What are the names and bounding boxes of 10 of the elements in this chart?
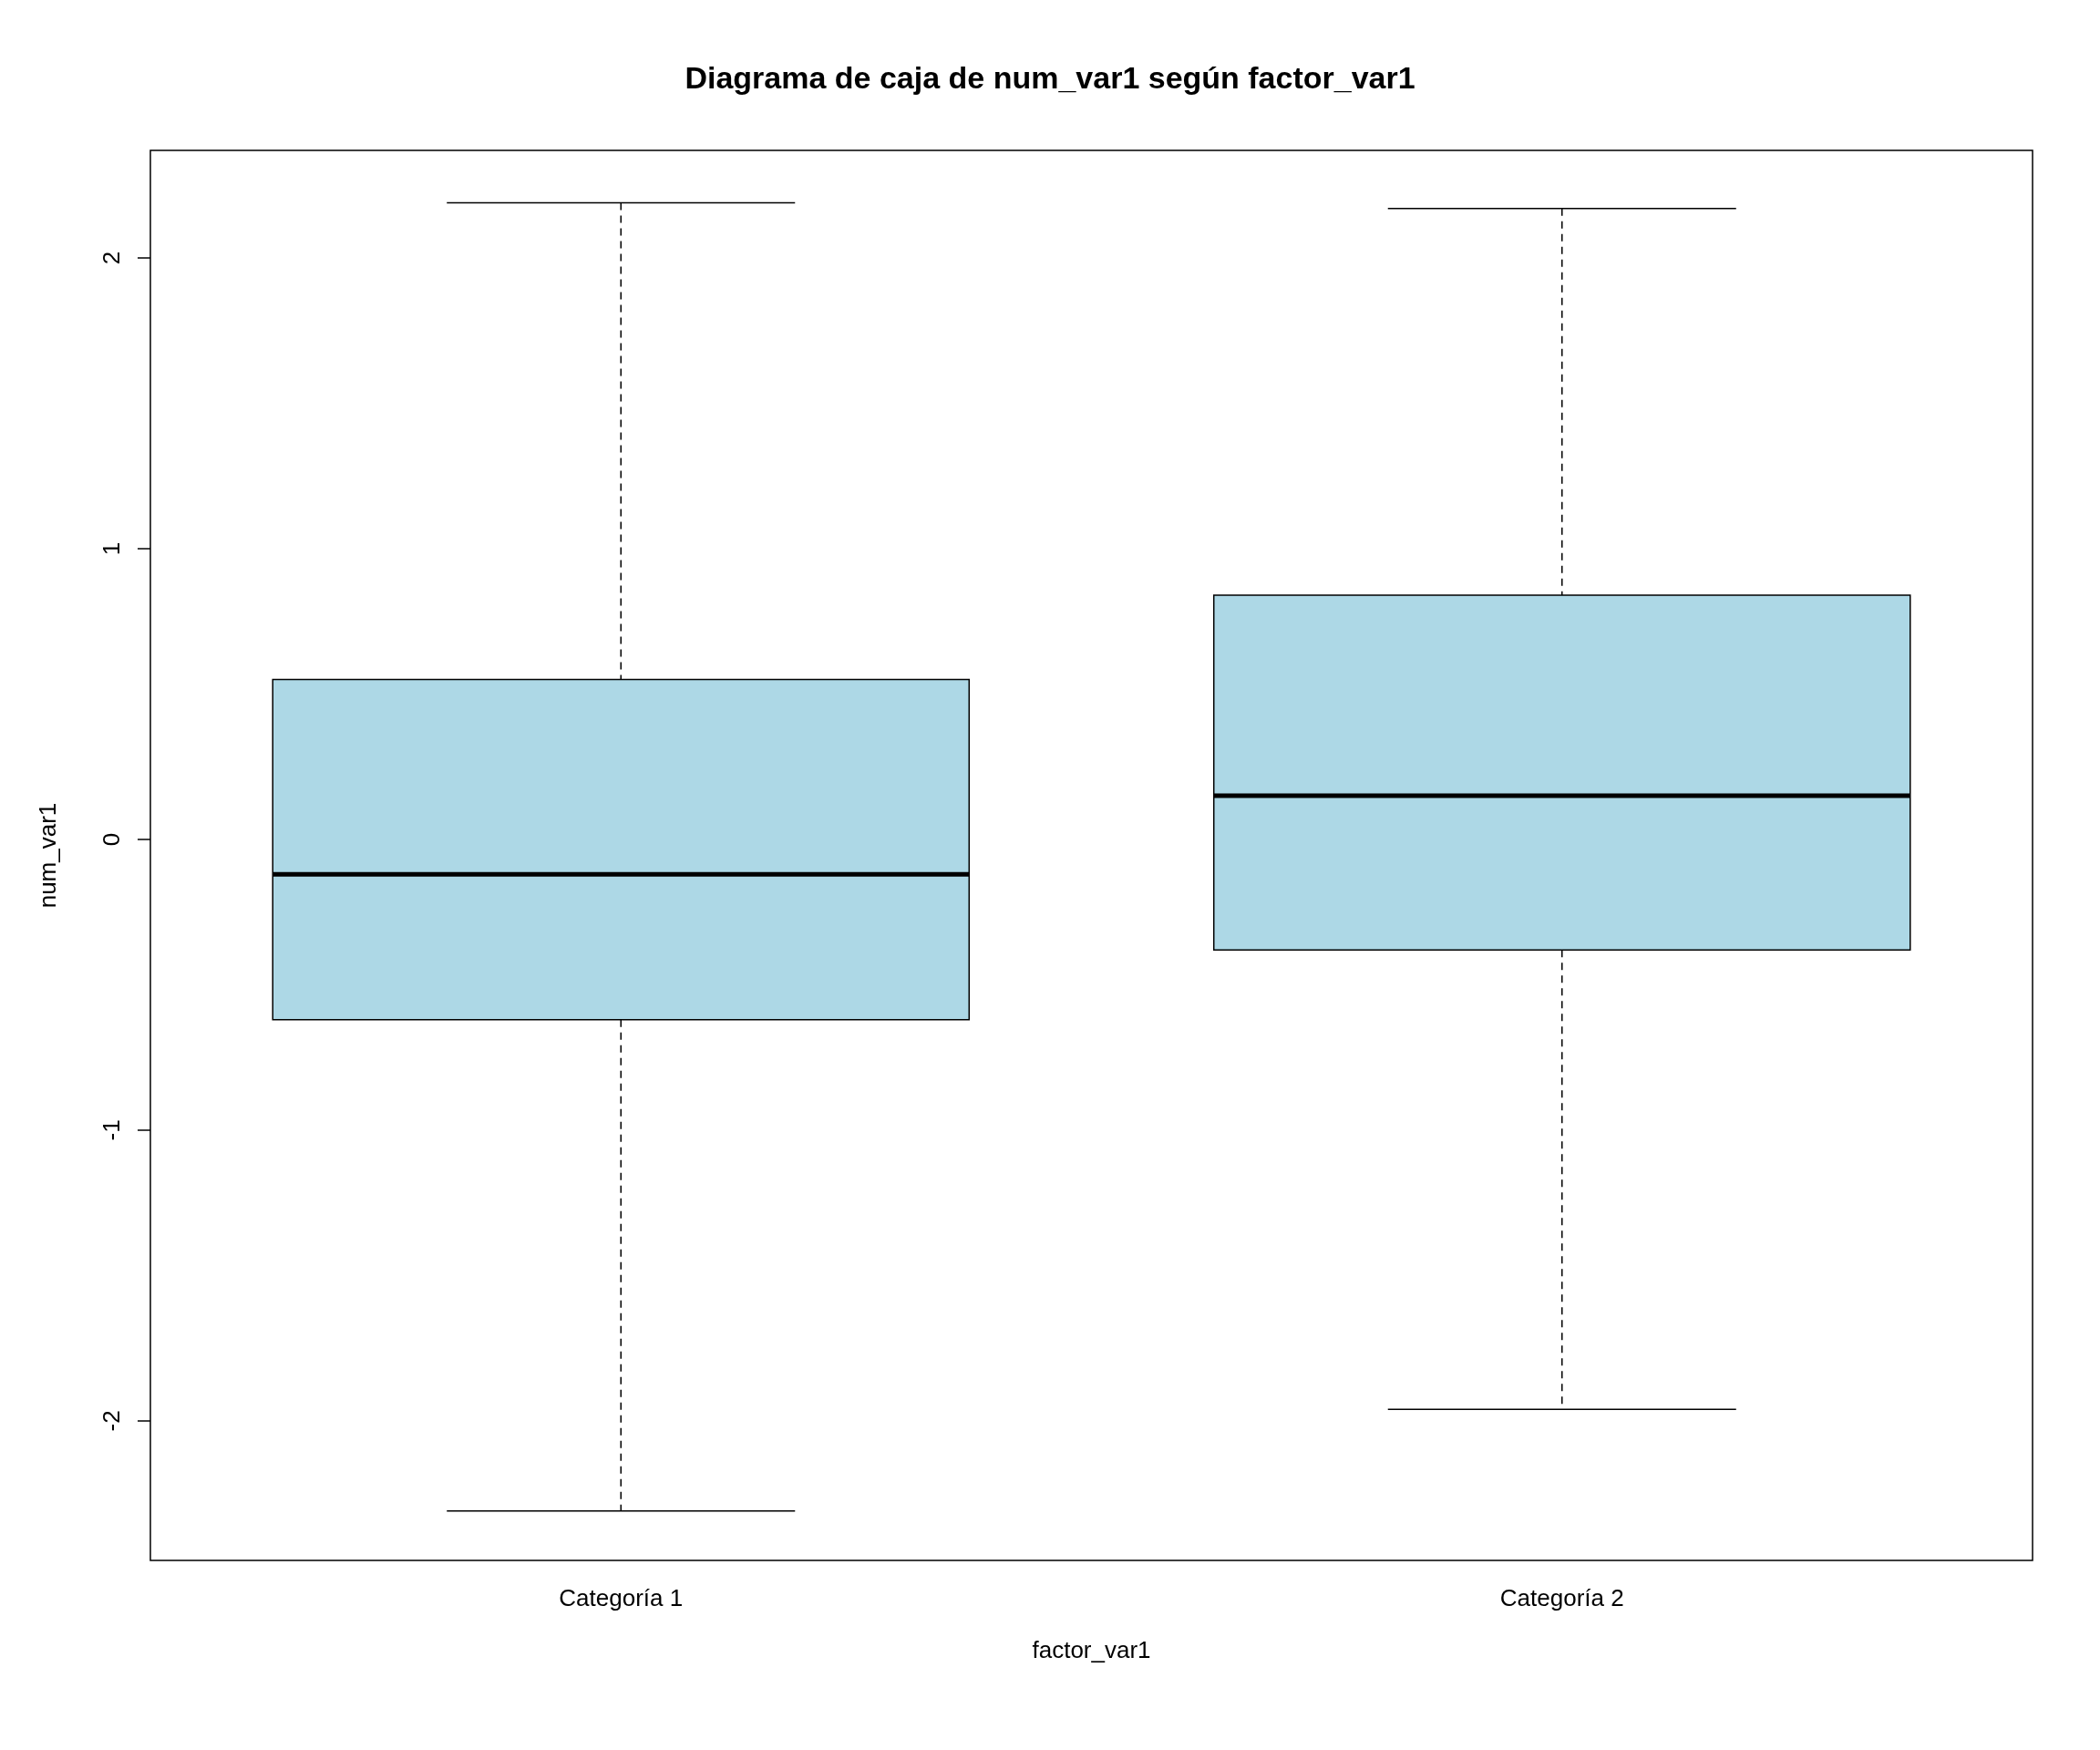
y-axis-title: num_var1	[34, 802, 61, 909]
x-tick-label: Categoría 2	[1499, 1584, 1624, 1611]
y-tick-label: -2	[98, 1410, 125, 1432]
x-tick-label: Categoría 1	[559, 1584, 684, 1611]
y-tick-label: 0	[98, 832, 125, 847]
y-tick-label: -1	[98, 1119, 125, 1141]
x-axis-title: factor_var1	[1032, 1636, 1151, 1663]
y-tick-label: 1	[98, 541, 125, 556]
chart-title: Diagrama de caja de num_var1 según factor_var1	[685, 60, 1415, 95]
y-tick-label: 2	[98, 251, 125, 265]
